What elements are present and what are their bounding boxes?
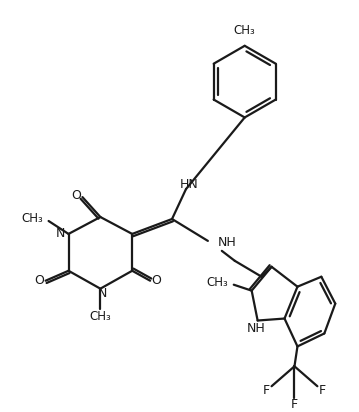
Text: O: O [151, 274, 161, 287]
Text: CH₃: CH₃ [89, 310, 111, 323]
Text: O: O [35, 274, 45, 287]
Text: O: O [71, 189, 81, 201]
Text: CH₃: CH₃ [206, 276, 228, 289]
Text: F: F [263, 384, 270, 397]
Text: NH: NH [218, 236, 237, 249]
Text: F: F [319, 384, 326, 397]
Text: N: N [98, 287, 107, 300]
Text: NH: NH [246, 322, 265, 335]
Text: CH₃: CH₃ [22, 213, 44, 225]
Text: F: F [291, 398, 298, 411]
Text: N: N [56, 227, 66, 241]
Text: HN: HN [180, 178, 198, 191]
Text: CH₃: CH₃ [234, 24, 256, 37]
